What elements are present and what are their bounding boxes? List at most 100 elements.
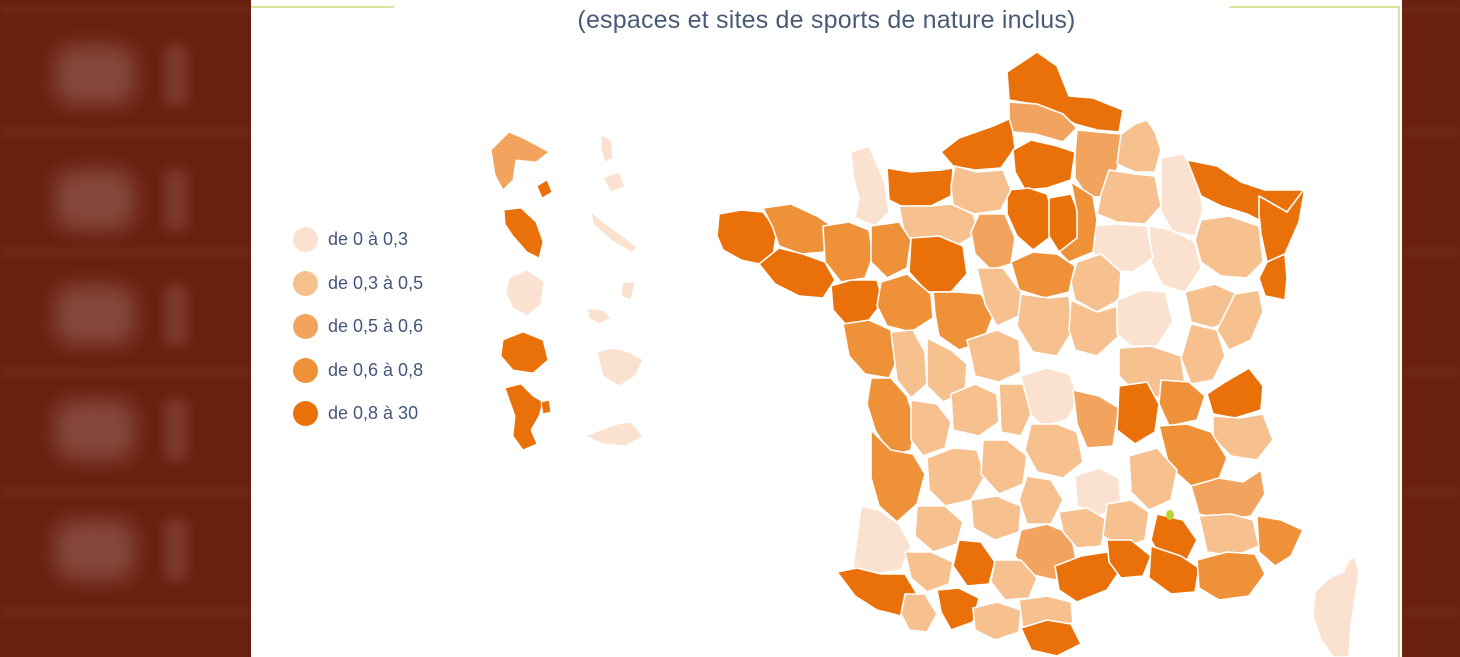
- region-mayenne: [870, 221, 912, 279]
- choropleth-map: [490, 51, 1360, 657]
- region-drome: [1128, 447, 1178, 511]
- region-reunion: [500, 331, 549, 374]
- map-card: (espaces et sites de sports de nature in…: [251, 0, 1402, 657]
- blurred-background-right: [1402, 0, 1460, 657]
- legend-item: de 0,5 à 0,6: [293, 305, 423, 349]
- blurred-icon: [55, 520, 135, 580]
- region-loire-atlantique: [830, 279, 884, 327]
- region-meurthe-vosges: [1194, 215, 1264, 279]
- region-gers: [904, 551, 954, 593]
- region-rhone: [1116, 381, 1160, 445]
- region-hautes-pyrenees: [900, 593, 938, 633]
- legend-swatch: [293, 357, 318, 383]
- region-haut-rhin: [1258, 253, 1288, 301]
- blurred-text: [165, 170, 187, 230]
- region-somme: [1008, 101, 1078, 143]
- region-haute-marne: [1148, 225, 1202, 293]
- region-guadeloupe: [490, 131, 550, 191]
- region-sarthe: [908, 235, 968, 293]
- region-creuse: [998, 383, 1032, 437]
- region-manche: [850, 145, 890, 227]
- blurred-text: [165, 400, 187, 460]
- region-gironde: [870, 429, 926, 523]
- region-guyane: [505, 269, 545, 317]
- region-eure-et-loir: [970, 213, 1016, 271]
- legend-label: de 0,5 à 0,6: [328, 316, 424, 337]
- blurred-text: [165, 285, 187, 345]
- region-var: [1196, 551, 1266, 601]
- region-small-islands: [583, 134, 644, 447]
- region-cantal: [1018, 475, 1064, 525]
- legend-item: de 0,8 à 30: [293, 392, 423, 436]
- blurred-icon: [55, 400, 135, 460]
- region-mayotte: [504, 383, 544, 451]
- mainland-france: [716, 51, 1360, 657]
- region-tarn-et-garonne: [952, 539, 996, 587]
- decorative-line: [251, 6, 394, 8]
- overseas-territories: [490, 131, 644, 451]
- region-bouches-du-rhone: [1148, 545, 1200, 595]
- highlight-marker: [1166, 510, 1174, 520]
- region-charente-maritime: [866, 377, 916, 457]
- legend-item: de 0,6 à 0,8: [293, 349, 423, 393]
- region-alpes-hte-provence: [1198, 513, 1260, 557]
- legend-label: de 0,6 à 0,8: [328, 359, 424, 380]
- region-ardennes: [1116, 119, 1162, 173]
- legend-label: de 0,8 à 30: [328, 403, 419, 424]
- blurred-text: [165, 520, 187, 580]
- region-morbihan: [758, 247, 836, 299]
- legend-item: de 0 à 0,3: [293, 218, 423, 262]
- legend-item: de 0,3 à 0,5: [293, 262, 423, 306]
- region-gard: [1106, 539, 1152, 579]
- region-puy-de-dome: [1024, 423, 1084, 479]
- map-subtitle: (espaces et sites de sports de nature in…: [577, 6, 1076, 34]
- region-yonne: [1070, 253, 1122, 313]
- region-haute-vienne: [950, 383, 1000, 437]
- decorative-line: [1229, 6, 1399, 8]
- blurred-text: [165, 45, 187, 105]
- region-cote-dor: [1116, 289, 1174, 347]
- region-vendee: [842, 319, 900, 379]
- region-martinique: [503, 207, 544, 259]
- region-guadeloupe-islet: [536, 179, 553, 199]
- legend-label: de 0,3 à 0,5: [328, 272, 424, 293]
- region-paris-1: [1006, 187, 1054, 251]
- region-mayotte-islet: [540, 399, 552, 415]
- region-haute-savoie: [1206, 367, 1264, 419]
- region-jura: [1180, 323, 1226, 385]
- region-ille-et-vilaine: [822, 221, 874, 283]
- region-herault: [1054, 551, 1124, 603]
- region-pyrenees-orientales: [1020, 619, 1082, 657]
- region-alpes-maritimes: [1256, 515, 1304, 567]
- region-seine-maritime: [940, 117, 1016, 171]
- region-oise: [1012, 139, 1076, 191]
- legend-swatch: [293, 401, 318, 427]
- map-legend: de 0 à 0,3 de 0,3 à 0,5 de 0,5 à 0,6 de …: [293, 218, 423, 436]
- region-maine-et-loire: [876, 273, 934, 333]
- region-correze: [980, 439, 1028, 495]
- legend-label: de 0 à 0,3: [328, 229, 409, 250]
- region-lot: [970, 495, 1022, 541]
- blurred-icon: [55, 45, 135, 105]
- legend-swatch: [293, 270, 318, 296]
- decorative-line: [1398, 6, 1400, 657]
- region-haute-garonne: [936, 587, 980, 631]
- region-ain: [1158, 379, 1206, 427]
- region-nievre: [1068, 299, 1120, 357]
- blurred-icon: [55, 170, 135, 230]
- region-dordogne: [926, 447, 986, 507]
- region-ardeche: [1102, 499, 1150, 549]
- blurred-icon: [55, 285, 135, 345]
- region-charente: [910, 399, 952, 457]
- region-corse: [1312, 555, 1360, 657]
- blurred-background-left: [0, 0, 251, 657]
- region-ariege: [972, 601, 1022, 641]
- region-lozere: [1058, 507, 1108, 549]
- region-cher: [1016, 293, 1074, 357]
- region-indre: [966, 329, 1022, 383]
- region-eure: [950, 165, 1012, 215]
- legend-swatch: [293, 314, 318, 340]
- region-marne: [1096, 169, 1162, 225]
- region-loire: [1072, 389, 1120, 449]
- region-calvados: [886, 167, 954, 207]
